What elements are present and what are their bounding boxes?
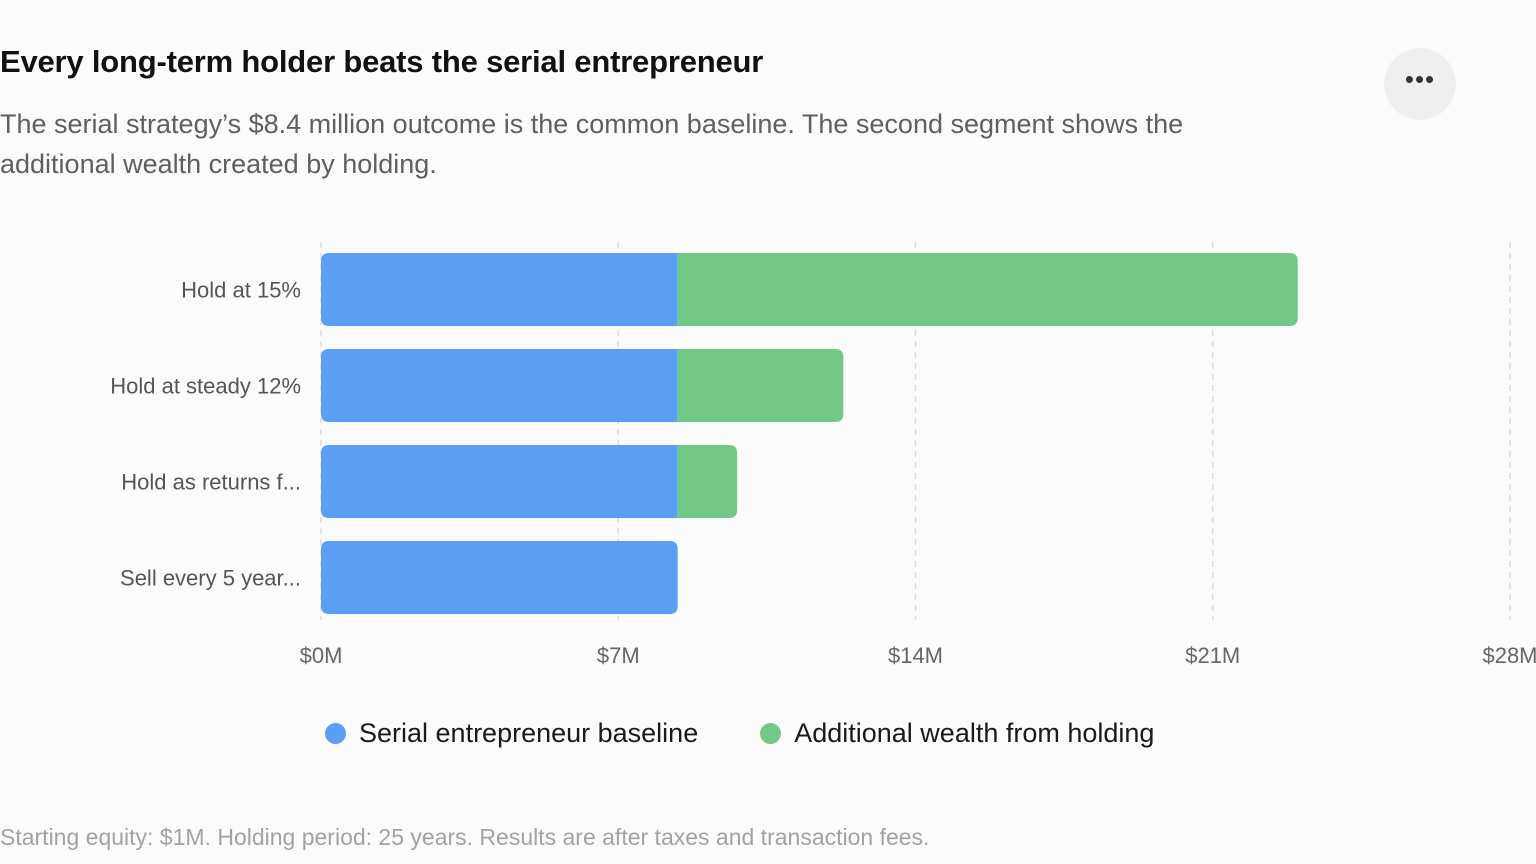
category-label: Hold as returns f... xyxy=(121,470,301,495)
category-label: Sell every 5 year... xyxy=(120,566,301,591)
legend-label-baseline: Serial entrepreneur baseline xyxy=(359,718,699,748)
legend-swatch-additional xyxy=(760,723,782,744)
x-tick-label: $14M xyxy=(888,643,943,668)
bar-segment-baseline xyxy=(321,349,678,422)
x-tick-label: $28M xyxy=(1482,643,1536,668)
more-options-button[interactable]: ••• xyxy=(1384,48,1456,120)
x-tick-label: $0M xyxy=(300,643,343,668)
bar-segment-baseline xyxy=(321,445,678,518)
more-horizontal-icon: ••• xyxy=(1404,64,1436,94)
category-label: Hold at steady 12% xyxy=(110,374,301,399)
chart-legend: Serial entrepreneur baseline Additional … xyxy=(325,718,1154,749)
legend-item-baseline[interactable]: Serial entrepreneur baseline xyxy=(325,718,698,749)
chart-title: Every long-term holder beats the serial … xyxy=(0,44,764,79)
legend-label-additional: Additional wealth from holding xyxy=(794,718,1155,748)
legend-item-additional[interactable]: Additional wealth from holding xyxy=(760,718,1154,749)
x-tick-label: $7M xyxy=(597,643,640,668)
chart-footnote: Starting equity: $1M. Holding period: 25… xyxy=(0,824,930,850)
bar-segment-additional xyxy=(677,349,844,422)
bar-segment-additional xyxy=(677,253,1298,326)
x-tick-label: $21M xyxy=(1185,643,1240,668)
bar-segment-baseline xyxy=(321,541,678,614)
chart-subtitle: The serial strategy’s $8.4 million outco… xyxy=(0,109,1184,179)
bar-segment-baseline xyxy=(321,253,678,326)
bar-chart: $0M $7M $14M $21M $28M Hold at 15% Hold at ste… xyxy=(110,242,1536,668)
legend-swatch-baseline xyxy=(325,723,346,744)
bar-segment-additional xyxy=(677,445,738,518)
category-label: Hold at 15% xyxy=(181,278,301,303)
